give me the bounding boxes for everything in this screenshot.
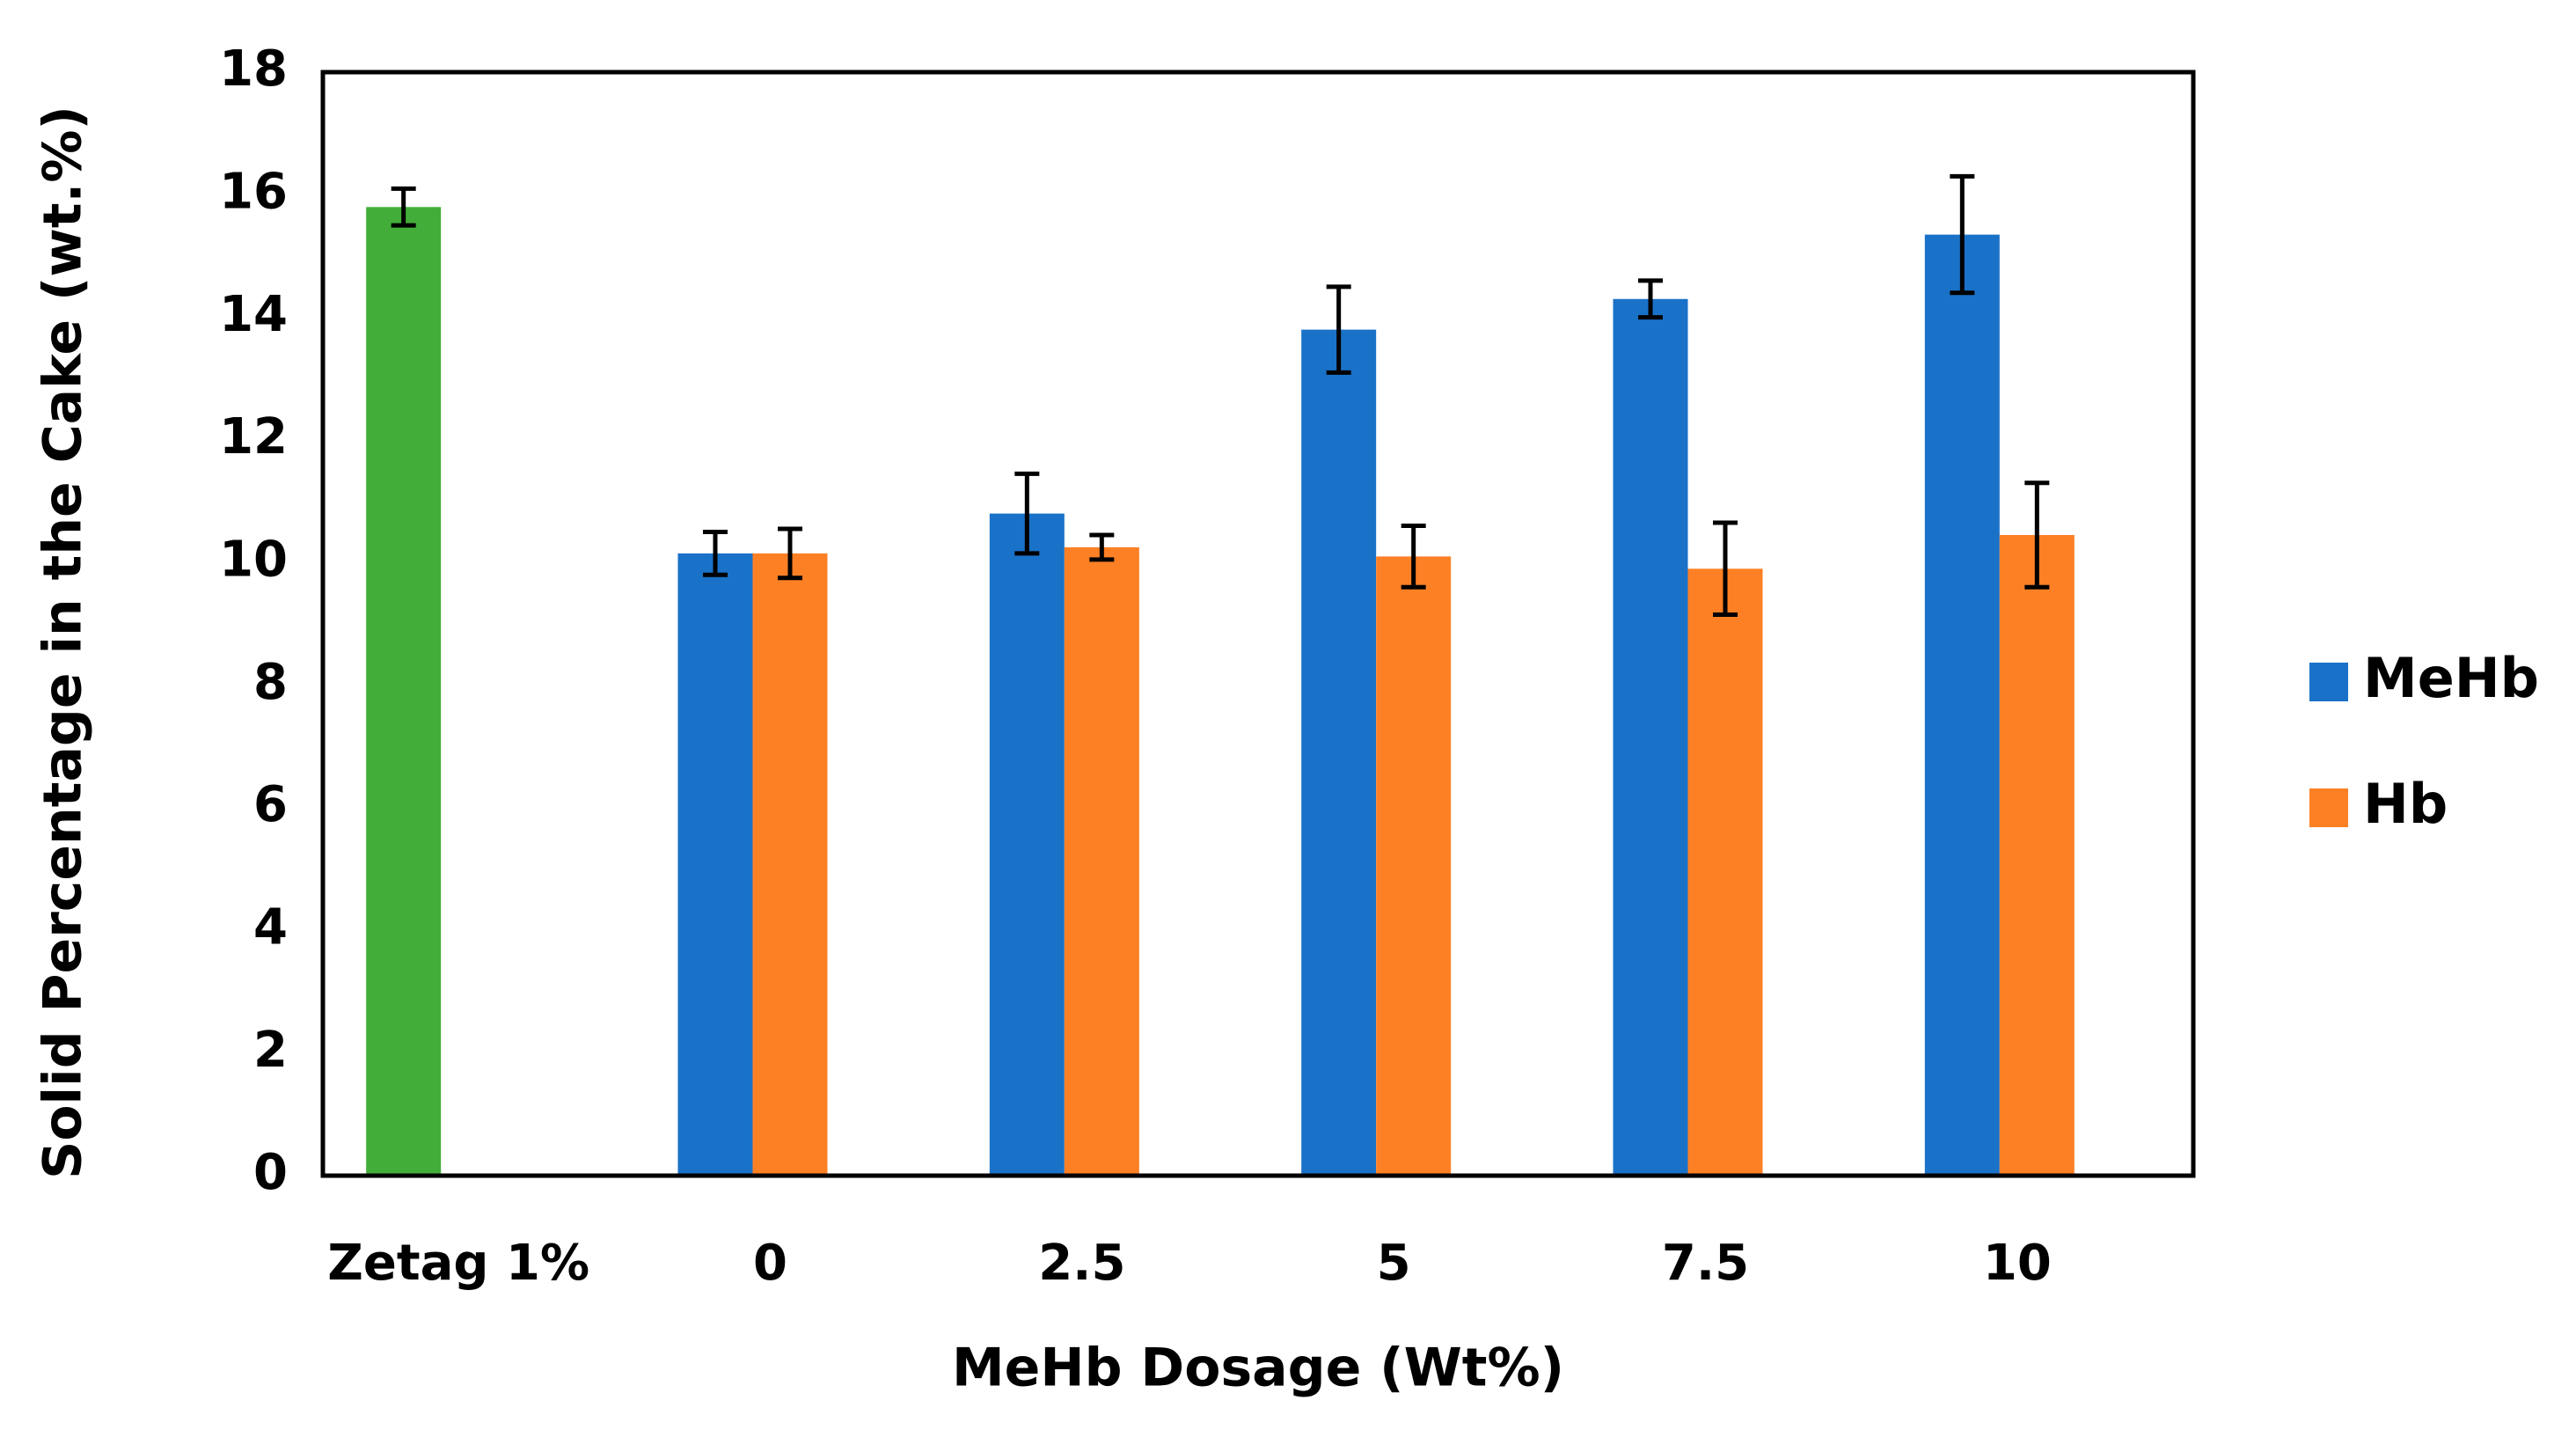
legend-label: Hb: [2363, 772, 2448, 836]
y-axis-title: Solid Percentage in the Cake (wt.%): [33, 106, 94, 1179]
legend-swatch: [2309, 663, 2348, 701]
x-tick-label: 2.5: [1038, 1235, 1125, 1292]
error-bar: [1950, 173, 1975, 296]
legend-swatch: [2309, 788, 2348, 827]
error-bar: [1713, 520, 1738, 618]
error-bar: [2024, 480, 2050, 590]
y-tick-label: 0: [253, 1144, 288, 1201]
x-tick-label: Zetag 1%: [327, 1235, 589, 1292]
error-bar: [1401, 524, 1426, 590]
x-tick-label: 7.5: [1662, 1235, 1749, 1292]
y-tick-label: 10: [219, 531, 288, 588]
legend-label: MeHb: [2363, 646, 2539, 710]
bar: [1613, 298, 1688, 1176]
error-bar: [1014, 471, 1040, 556]
error-bar: [703, 530, 728, 577]
error-bar: [391, 186, 416, 228]
x-tick-label: 0: [753, 1235, 787, 1292]
bar: [1376, 556, 1452, 1176]
y-tick-label: 4: [253, 898, 288, 956]
y-tick-label: 16: [219, 163, 288, 220]
error-bar: [1326, 284, 1351, 375]
bar: [1687, 568, 1763, 1176]
error-bar: [1089, 532, 1115, 562]
y-tick-label: 12: [219, 408, 288, 466]
y-tick-label: 8: [253, 654, 288, 711]
error-bar: [1638, 278, 1663, 320]
bar: [1924, 234, 2000, 1176]
y-tick-label: 14: [219, 286, 288, 343]
y-tick-label: 18: [219, 40, 288, 98]
x-tick-label: 10: [1983, 1235, 2052, 1292]
y-tick-label: 6: [253, 776, 288, 833]
bar: [1064, 546, 1139, 1176]
bar: [1301, 329, 1377, 1177]
bar: [1999, 534, 2075, 1176]
plot-frame: [320, 70, 2196, 1178]
x-axis-title: MeHb Dosage (Wt%): [952, 1338, 1564, 1399]
bar: [366, 207, 442, 1177]
bar: [677, 553, 753, 1176]
bar: [752, 553, 828, 1176]
y-tick-label: 2: [253, 1022, 288, 1079]
x-tick-label: 5: [1377, 1235, 1411, 1292]
error-bar: [778, 526, 802, 581]
bar: [989, 513, 1065, 1176]
